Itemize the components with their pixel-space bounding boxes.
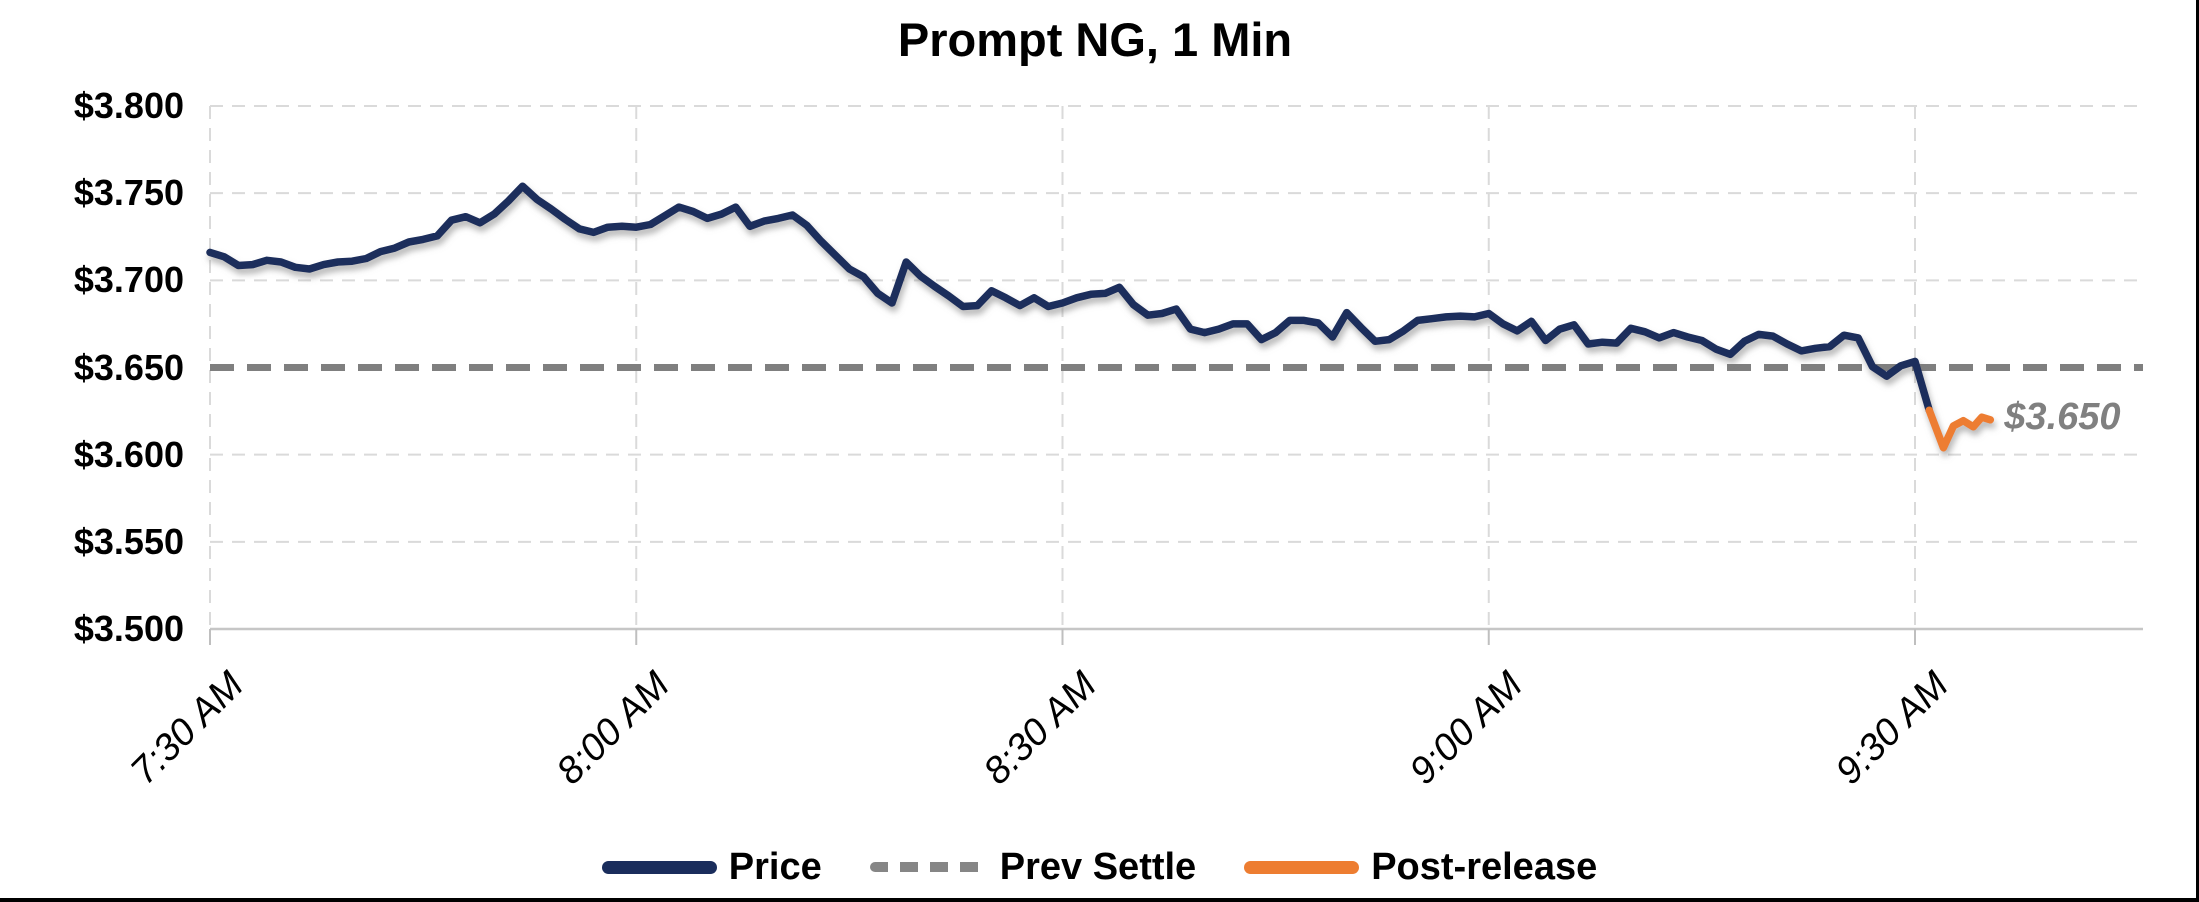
post-release-line — [1925, 406, 1995, 452]
screenshot-right-border — [2196, 0, 2199, 902]
post-release-line-swatch-icon — [1244, 860, 1360, 874]
y-axis-label: $3.650 — [73, 346, 184, 388]
y-axis-label: $3.500 — [73, 608, 184, 649]
last-price-annotation: $3.650 — [2004, 395, 2121, 438]
y-axis-label: $3.550 — [73, 520, 184, 562]
screenshot-bottom-border — [0, 898, 2199, 902]
price-line — [206, 182, 1933, 414]
legend-label-price: Price — [728, 846, 822, 888]
legend-item-post-release: Post-release — [1244, 845, 1597, 889]
legend-label-prev-settle: Prev Settle — [999, 846, 1197, 888]
prev-settle-line-swatch-icon — [869, 862, 988, 872]
legend: Price Prev Settle Post-release — [0, 845, 2199, 889]
legend-label-post-release: Post-release — [1371, 846, 1598, 888]
y-axis-label: $3.750 — [73, 172, 184, 214]
price-line-swatch-icon — [601, 860, 717, 874]
y-axis-label: $3.800 — [73, 85, 184, 126]
y-axis-label: $3.700 — [73, 259, 184, 301]
chart-title: Prompt NG, 1 Min — [897, 13, 1293, 66]
legend-item-price: Price — [601, 845, 822, 889]
legend-item-prev-settle: Prev Settle — [869, 845, 1197, 889]
y-axis-label: $3.600 — [73, 433, 184, 475]
